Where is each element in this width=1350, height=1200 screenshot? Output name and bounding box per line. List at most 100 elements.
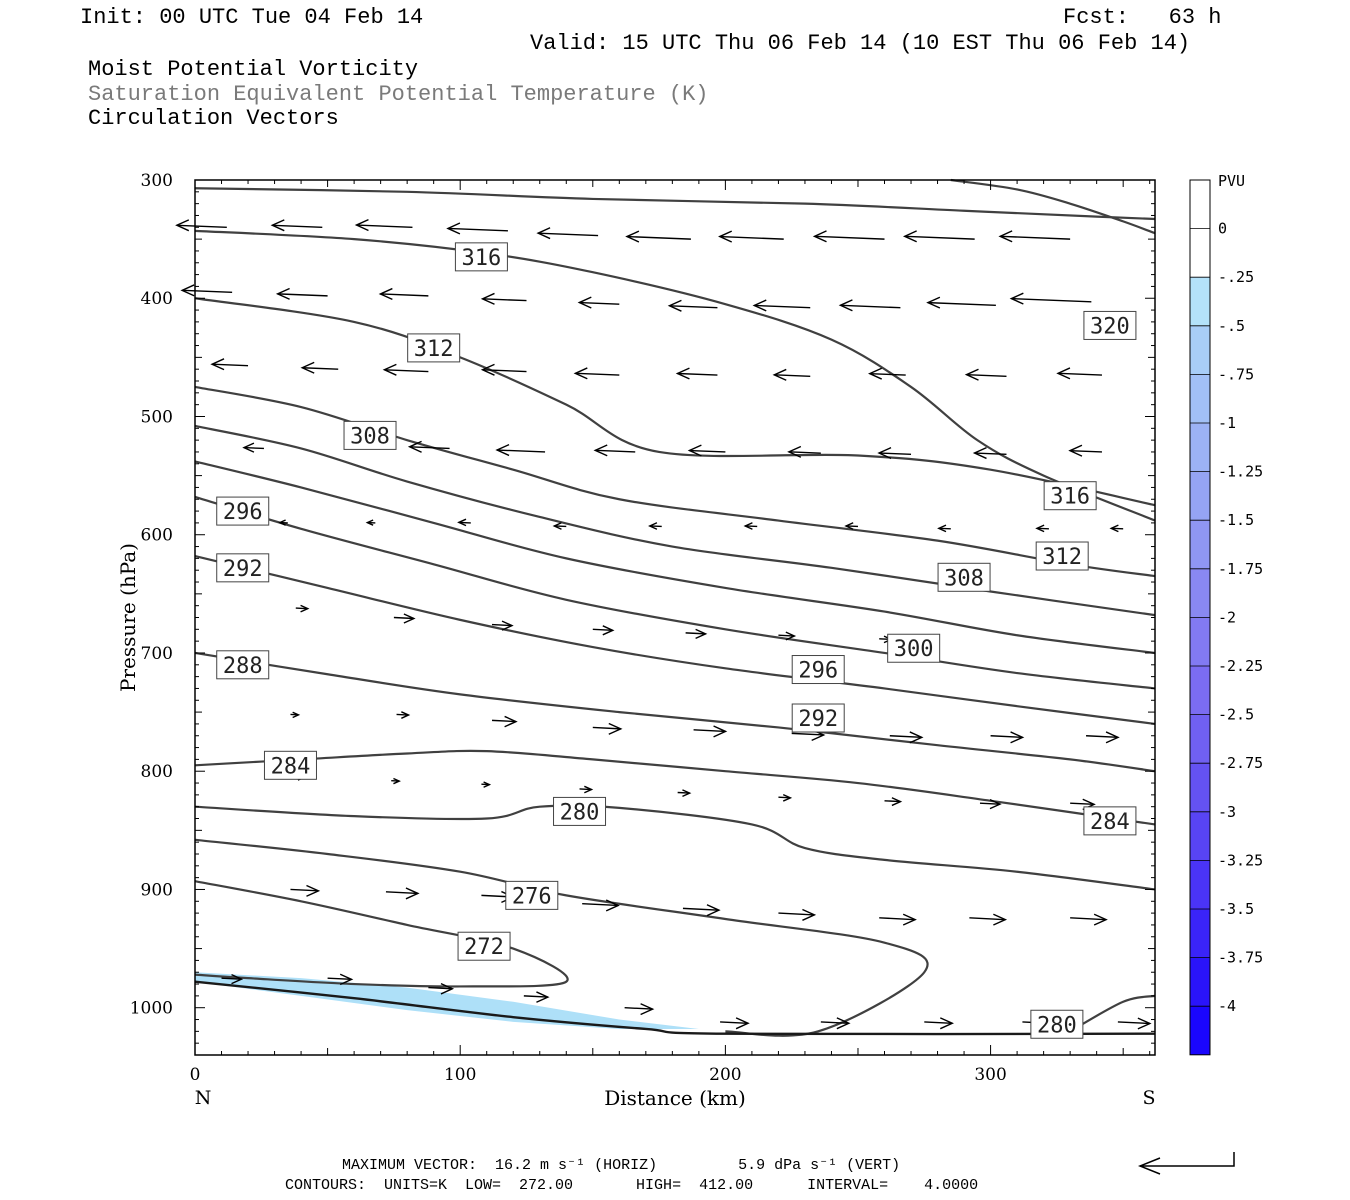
contour-label-text: 296 bbox=[223, 500, 263, 525]
circulation-vector bbox=[300, 361, 339, 374]
contour-label-text: 300 bbox=[894, 637, 934, 662]
colorbar-swatch bbox=[1190, 811, 1210, 861]
circulation-vector bbox=[972, 447, 1007, 460]
contour-label-text: 320 bbox=[1090, 314, 1130, 339]
contour-284 bbox=[194, 749, 1156, 826]
circulation-vector bbox=[378, 287, 429, 300]
circulation-vector bbox=[720, 1017, 750, 1030]
circulation-vector bbox=[579, 785, 594, 794]
circulation-vector bbox=[969, 913, 1008, 926]
colorbar-label: -3.25 bbox=[1218, 851, 1263, 869]
circulation-vector bbox=[536, 227, 599, 240]
vector-layer bbox=[175, 219, 1152, 1030]
circulation-vector bbox=[592, 625, 615, 636]
contour-label-288: 288 bbox=[216, 650, 270, 680]
colorbar-swatch bbox=[1190, 568, 1210, 618]
contour-276 bbox=[194, 838, 929, 1037]
circulation-vector bbox=[1117, 1017, 1152, 1030]
contour-label-text: 316 bbox=[1050, 485, 1090, 510]
circulation-vector bbox=[667, 299, 718, 312]
circulation-vector bbox=[902, 230, 975, 243]
contour-label-text: 312 bbox=[414, 337, 454, 362]
contour-label-text: 308 bbox=[944, 566, 984, 591]
x-tick-label: 0 bbox=[190, 1065, 201, 1085]
circulation-vector bbox=[573, 367, 620, 380]
contour-label-272: 272 bbox=[457, 931, 511, 961]
colorbar-label: -2.25 bbox=[1218, 657, 1263, 675]
circulation-vector bbox=[480, 363, 527, 376]
colorbar-label: -1.75 bbox=[1218, 560, 1263, 578]
field-title-mpv: Moist Potential Vorticity bbox=[88, 57, 419, 82]
contour-320 bbox=[194, 187, 1156, 221]
circulation-vector bbox=[778, 631, 797, 641]
circulation-vector bbox=[675, 367, 718, 380]
circulation-vector bbox=[979, 799, 1002, 810]
contour-288 bbox=[194, 651, 1156, 773]
y-tick-label: 600 bbox=[141, 526, 173, 546]
circulation-vector bbox=[648, 522, 662, 530]
circulation-vector bbox=[327, 973, 354, 986]
contour-label-text: 316 bbox=[462, 246, 502, 271]
circulation-vector bbox=[964, 368, 1007, 381]
contour-300 bbox=[194, 460, 1156, 655]
colorbar-label: -.75 bbox=[1218, 365, 1254, 383]
circulation-vector bbox=[752, 299, 811, 312]
x-end-label-right: S bbox=[1142, 1087, 1155, 1109]
contour-label-text: 284 bbox=[1090, 810, 1130, 835]
colorbar: PVU 0 -.25 -.5 -.75 -1 -1.25 -1.5 -1.75 -2 -2.25 -2… bbox=[1189, 172, 1263, 1056]
forecast-hour: Fcst: 63 h bbox=[1063, 5, 1222, 30]
colorbar-swatch bbox=[1190, 180, 1210, 229]
contour-label-text: 284 bbox=[271, 754, 311, 779]
contour-layer bbox=[194, 178, 1156, 1037]
circulation-vector bbox=[1035, 524, 1049, 533]
contour-label-320: 320 bbox=[1083, 310, 1137, 340]
circulation-vector bbox=[582, 899, 620, 912]
colorbar-label: -.5 bbox=[1218, 317, 1245, 335]
colorbar-swatch bbox=[1190, 423, 1210, 472]
circulation-vector bbox=[998, 230, 1071, 243]
circulation-vector bbox=[625, 230, 691, 243]
y-tick-label: 500 bbox=[141, 407, 173, 427]
colorbar-swatch bbox=[1190, 763, 1210, 812]
circulation-vector bbox=[495, 444, 546, 457]
field-title-thetaes: Saturation Equivalent Potential Temperat… bbox=[88, 82, 709, 107]
contour-label-292: 292 bbox=[216, 553, 270, 583]
circulation-vector bbox=[743, 522, 758, 530]
field-title-vectors: Circulation Vectors bbox=[88, 106, 339, 131]
colorbar-swatch bbox=[1190, 471, 1210, 521]
contour-label-text: 276 bbox=[512, 884, 552, 909]
circulation-vector bbox=[290, 884, 321, 897]
colorbar-swatch bbox=[1190, 714, 1210, 764]
circulation-vector bbox=[812, 230, 885, 243]
circulation-vector bbox=[592, 722, 623, 735]
contour-280 bbox=[194, 804, 1156, 891]
contour-320 bbox=[950, 178, 1156, 235]
colorbar-label: -3.75 bbox=[1218, 949, 1263, 967]
contour-292 bbox=[194, 554, 1156, 726]
circulation-vector bbox=[396, 711, 411, 719]
y-tick-label: 1000 bbox=[130, 999, 173, 1019]
contour-info: CONTOURS: UNITS=K LOW= 272.00 HIGH= 412.… bbox=[285, 1177, 979, 1194]
circulation-vector bbox=[295, 604, 310, 613]
circulation-vector bbox=[772, 368, 811, 381]
colorbar-swatch bbox=[1190, 1006, 1210, 1055]
plot-frame bbox=[194, 179, 1156, 1056]
circulation-vector bbox=[889, 731, 924, 744]
circulation-vector bbox=[838, 299, 901, 312]
x-tick-label: 100 bbox=[444, 1065, 476, 1085]
circulation-vector bbox=[787, 445, 821, 458]
contour-296 bbox=[194, 495, 1156, 690]
circulation-vector bbox=[523, 991, 550, 1003]
circulation-vector bbox=[457, 518, 471, 527]
contour-label-292: 292 bbox=[791, 703, 845, 733]
circulation-vector bbox=[687, 444, 726, 457]
circulation-vector bbox=[1070, 913, 1108, 926]
colorbar-title: PVU bbox=[1218, 172, 1245, 190]
contour-label-layer: 316 312 308 296 292 288 284 280 276 272 320 316 312 3… bbox=[216, 242, 1137, 1039]
y-tick-label: 400 bbox=[141, 289, 173, 309]
colorbar-label: 0 bbox=[1218, 220, 1227, 238]
colorbar-label: -2.75 bbox=[1218, 754, 1263, 772]
colorbar-label: -1.25 bbox=[1218, 463, 1263, 481]
circulation-vector bbox=[221, 974, 244, 985]
